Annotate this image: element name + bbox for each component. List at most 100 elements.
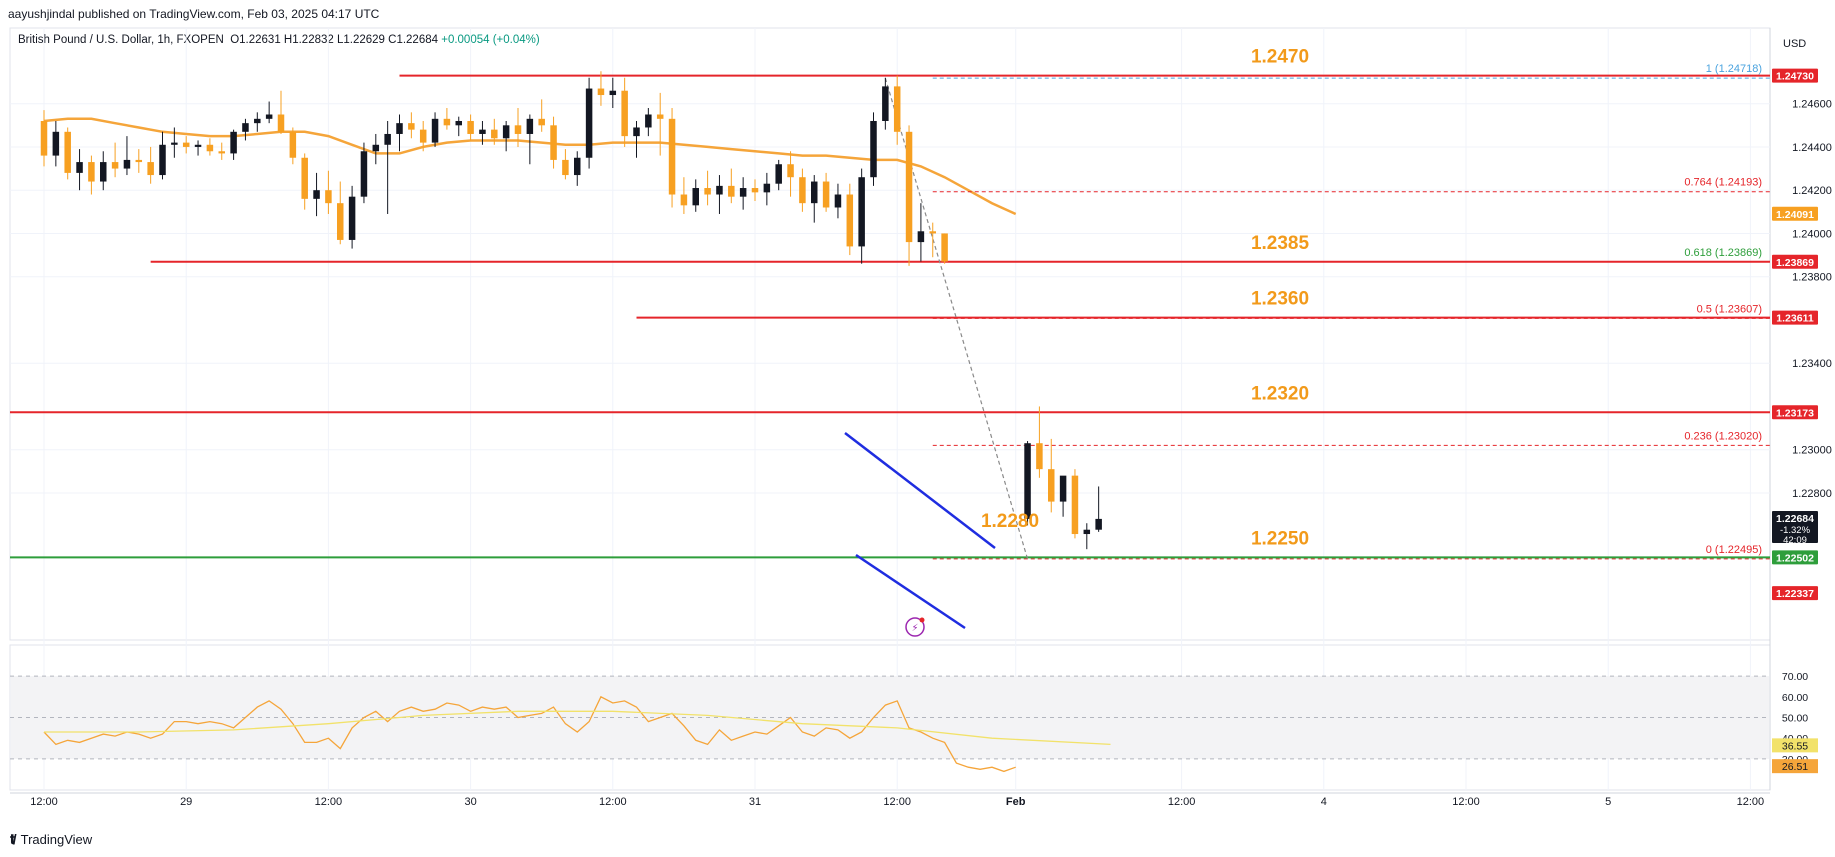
change-value: +0.00054 (+0.04%) <box>441 34 540 46</box>
candle-body <box>763 183 771 193</box>
candle-body <box>538 118 545 126</box>
channel-annotation: 1.2280 <box>981 511 1039 532</box>
candle-body <box>100 162 107 182</box>
candle-body <box>111 162 119 169</box>
candle-body <box>550 125 557 160</box>
candle-body <box>609 90 617 96</box>
x-tick-label: 29 <box>180 796 192 808</box>
candle-body <box>514 125 522 134</box>
channel-lower-line <box>855 553 966 630</box>
candle-body <box>479 129 486 134</box>
candle-body <box>408 123 415 130</box>
candle-body <box>301 157 308 199</box>
candle-body <box>206 144 214 152</box>
fib-level-label: 0.764 (1.24193) <box>1684 177 1762 189</box>
price-tag <box>1772 68 1818 83</box>
candle-body <box>574 157 581 176</box>
y-tick-label: 1.24400 <box>1792 142 1832 154</box>
symbol-legend: British Pound / U.S. Dollar, 1h, FXOPEN … <box>18 34 540 46</box>
price-tag-extra: 42:09 <box>1783 535 1807 546</box>
candle-body <box>467 120 474 134</box>
currency-label[interactable]: USD <box>1783 38 1807 50</box>
publisher-line: aayushjindal published on TradingView.co… <box>8 7 380 21</box>
fib-level-label: 0.236 (1.23020) <box>1684 430 1762 442</box>
price-tag-label: 1.24091 <box>1776 209 1814 221</box>
candle-body <box>135 159 143 163</box>
tradingview-logo[interactable]: 𝐭/ TradingView <box>10 831 92 848</box>
rsi-tick-label: 50.00 <box>1782 713 1808 725</box>
candle-body <box>230 131 237 154</box>
candle-body <box>242 123 249 132</box>
candle-body <box>585 88 593 158</box>
fib-level-label: 0.618 (1.23869) <box>1684 247 1762 259</box>
symbol-name: British Pound / U.S. Dollar, 1h, FXOPEN <box>18 34 224 46</box>
candle-body <box>88 162 95 182</box>
candle-body <box>159 144 166 176</box>
candle-body <box>443 118 451 126</box>
fib-level-label: 1 (1.24718) <box>1706 63 1762 75</box>
y-tick-label: 1.23000 <box>1792 445 1832 457</box>
candle-body <box>799 177 806 204</box>
candle-body <box>313 190 320 199</box>
y-tick-label: 1.23800 <box>1792 272 1832 284</box>
candle-body <box>171 142 178 145</box>
candle-body <box>360 151 368 197</box>
candle-body <box>858 177 865 247</box>
y-tick-label: 1.24200 <box>1792 185 1832 197</box>
price-tag <box>1772 254 1818 269</box>
candle-body <box>728 185 735 197</box>
price-tag-label: 1.22684 <box>1776 513 1814 525</box>
x-tick-label: 4 <box>1321 796 1327 808</box>
lightning-glyph: ⚡ <box>911 623 918 634</box>
y-tick-label: 1.24600 <box>1792 99 1832 111</box>
candle-body <box>265 114 273 119</box>
candle-body <box>751 188 759 193</box>
ohlc-values: O1.22631 H1.22832 L1.22629 C1.22684 <box>230 34 439 46</box>
rsi-current-label: 36.55 <box>1782 740 1808 752</box>
fib-level-label: 0.5 (1.23607) <box>1697 303 1762 315</box>
price-tag <box>1772 405 1818 420</box>
candle-body <box>834 194 842 208</box>
rsi-tick-label: 60.00 <box>1782 692 1808 704</box>
candle-body <box>775 164 782 184</box>
candle-body <box>905 131 913 243</box>
candle-body <box>194 144 202 147</box>
x-tick-label: 12:00 <box>315 796 343 808</box>
price-tag-label: 1.24730 <box>1776 71 1814 83</box>
candle-body <box>384 133 391 145</box>
candle-body <box>325 190 332 204</box>
candle-body <box>1095 518 1102 530</box>
candle-body <box>621 90 628 137</box>
candle-body <box>1071 475 1079 535</box>
rsi-ma-current-label: 26.51 <box>1782 761 1808 773</box>
y-tick-label: 1.23400 <box>1792 358 1832 370</box>
candle-body <box>1024 443 1031 519</box>
level-annotation: 1.2250 <box>1251 528 1309 549</box>
price-tag <box>1772 310 1818 325</box>
candle-body <box>277 114 285 132</box>
x-tick-label: 12:00 <box>1452 796 1480 808</box>
candle-body <box>1036 443 1043 470</box>
rsi-ma-current-tag <box>1772 759 1818 774</box>
logo-text: TradingView <box>20 832 93 847</box>
candle-body <box>893 86 901 132</box>
x-tick-label: 12:00 <box>1168 796 1196 808</box>
price-tag-extra: -1.32% <box>1780 525 1811 536</box>
candle-body <box>787 164 794 178</box>
candle-body <box>1083 529 1091 535</box>
candle-body <box>656 114 664 119</box>
candle-body <box>218 151 225 154</box>
fib-level-label: 0 (1.22495) <box>1706 544 1762 556</box>
candle-body <box>846 194 854 247</box>
candle-body <box>1048 469 1055 502</box>
candle-body <box>716 185 723 195</box>
rsi-tick-label: 70.00 <box>1782 671 1808 683</box>
candle-body <box>348 196 356 240</box>
candle-body <box>40 120 48 156</box>
main-pane-frame <box>9 27 1771 641</box>
candle-body <box>645 114 652 128</box>
candle-body <box>337 203 344 240</box>
candle-body <box>1059 475 1067 502</box>
candle-body <box>822 181 830 208</box>
